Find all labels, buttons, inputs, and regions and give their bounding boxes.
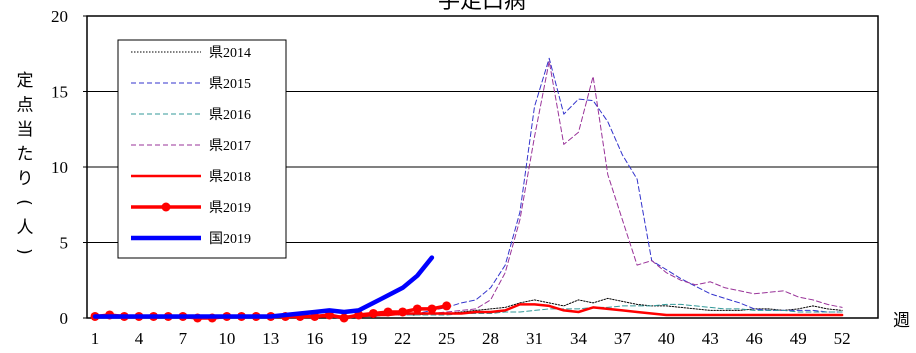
y-axis-label-char: た xyxy=(17,145,34,165)
data-point xyxy=(398,307,408,317)
x-tick-label: 40 xyxy=(658,329,675,348)
x-tick-label: 34 xyxy=(570,329,588,348)
y-axis-label-char: 当 xyxy=(17,120,34,140)
x-tick-label: 19 xyxy=(350,329,367,348)
legend-label: 国2019 xyxy=(209,232,251,247)
y-tick-label: 20 xyxy=(51,7,68,26)
x-tick-label: 28 xyxy=(482,329,499,348)
y-axis-label-char: 人 xyxy=(17,218,34,238)
legend-item: 県2018 xyxy=(131,170,251,185)
data-point xyxy=(427,304,437,314)
x-tick-label: 31 xyxy=(526,329,543,348)
x-tick-label: 1 xyxy=(91,329,100,348)
x-axis-label: 週 xyxy=(893,311,910,331)
data-point xyxy=(368,308,378,318)
x-tick-label: 10 xyxy=(218,329,235,348)
series-group xyxy=(90,57,844,323)
x-tick-label: 4 xyxy=(135,329,144,348)
x-tick-label: 52 xyxy=(834,329,851,348)
y-tick-label: 5 xyxy=(60,234,69,253)
legend-label: 県2019 xyxy=(209,201,251,216)
data-point xyxy=(383,307,393,317)
legend-label: 県2014 xyxy=(209,46,251,61)
y-tick-label: 15 xyxy=(51,83,68,102)
x-tick-label: 43 xyxy=(702,329,719,348)
x-tick-label: 46 xyxy=(746,329,763,348)
data-point xyxy=(442,301,452,311)
y-tick-labels: 0 5 10 15 20 xyxy=(51,7,87,328)
legend-item: 県2014 xyxy=(131,46,251,61)
series-line xyxy=(92,255,435,319)
x-tick-label: 16 xyxy=(306,329,323,348)
x-tick-labels: 1 4 7 10 13 16 19 22 25 28 31 34 37 40 43 46 49 52 xyxy=(91,329,851,348)
y-tick-label: 0 xyxy=(60,309,69,328)
legend-marker xyxy=(161,202,171,212)
series-県2019 xyxy=(90,301,452,323)
x-tick-label: 49 xyxy=(790,329,807,348)
x-tick-label: 13 xyxy=(262,329,279,348)
data-point xyxy=(412,304,422,314)
legend-label: 県2016 xyxy=(209,108,251,123)
y-axis-label-char: 定 xyxy=(17,71,34,91)
y-axis-label-char: り xyxy=(17,169,34,189)
legend-label: 県2017 xyxy=(209,139,251,154)
legend: 県2014 県2015 県2016 県2017 県2018 県2019 国2019 xyxy=(117,39,287,259)
legend-item: 県2017 xyxy=(131,139,251,154)
y-axis-label-char: 点 xyxy=(17,96,34,116)
y-tick-label: 10 xyxy=(51,158,68,177)
x-tick-label: 22 xyxy=(394,329,411,348)
legend-item: 県2019 xyxy=(131,201,251,216)
legend-item: 国2019 xyxy=(131,232,251,247)
legend-label: 県2015 xyxy=(209,77,251,92)
y-axis-label-char: ) xyxy=(14,248,34,255)
legend-item: 県2016 xyxy=(131,108,251,123)
y-axis-label-char: ( xyxy=(14,199,34,206)
legend-item: 県2015 xyxy=(131,77,251,92)
legend-box xyxy=(117,39,287,259)
legend-label: 県2018 xyxy=(209,170,251,185)
x-tick-label: 7 xyxy=(179,329,188,348)
series-国2019 xyxy=(92,255,435,319)
data-point xyxy=(339,313,349,323)
x-tick-label: 37 xyxy=(614,329,632,348)
x-tick-label: 25 xyxy=(438,329,455,348)
chart-title: 手足口病 xyxy=(438,0,526,14)
